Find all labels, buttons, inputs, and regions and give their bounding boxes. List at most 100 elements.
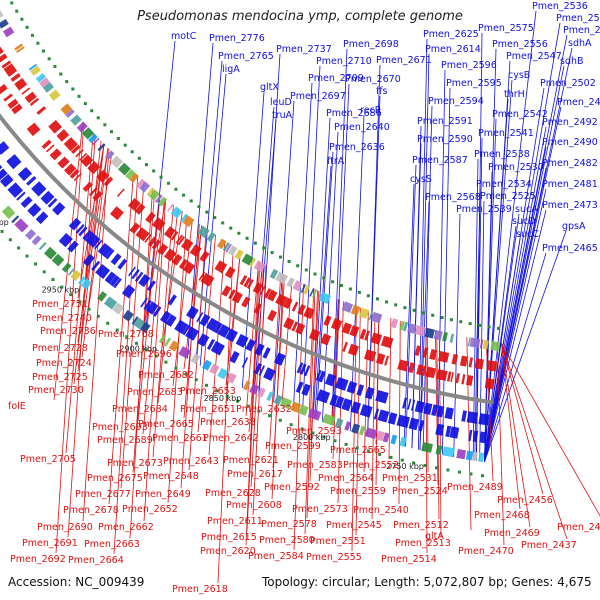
marker-dot (253, 241, 257, 245)
marker-dot (421, 311, 425, 315)
gene-label: Pmen_2575 (478, 23, 534, 34)
gene-feature (143, 299, 152, 311)
gene-feature (131, 269, 140, 280)
gene-label: ftrA (327, 156, 345, 167)
leader-line (55, 122, 85, 554)
leader-line (417, 38, 428, 450)
gene-feature (347, 343, 360, 356)
gene-label: Pmen_2698 (343, 39, 399, 50)
leader-line (496, 342, 505, 546)
gene-feature (170, 206, 183, 219)
gene-feature (465, 375, 474, 386)
gene-label: Pmen_2470 (458, 546, 514, 557)
gene-feature (407, 323, 417, 334)
gene-feature (318, 292, 332, 305)
gene-feature (213, 321, 223, 334)
marker-dot (189, 199, 193, 203)
leader-line (355, 307, 361, 536)
gene-feature (346, 380, 358, 394)
gene-feature (461, 410, 467, 422)
gene-label: Pmen_2690 (37, 522, 93, 533)
leader-line (304, 288, 315, 535)
marker-dot (184, 372, 188, 376)
gene-feature (199, 250, 210, 263)
marker-dot (166, 181, 170, 185)
gene-label: Pmen_2642 (203, 433, 259, 444)
gene-feature (324, 373, 337, 387)
gene-feature (110, 155, 124, 169)
gene-feature (36, 106, 47, 115)
marker-dot (412, 461, 416, 465)
gene-feature (182, 261, 196, 275)
gene-feature (151, 217, 166, 231)
marker-dot (83, 102, 87, 106)
gene-label: thrH (504, 89, 525, 100)
gene-feature (217, 367, 229, 380)
gene-label: Pmen_2636 (329, 142, 385, 153)
marker-dot (30, 33, 34, 37)
gene-feature (425, 366, 437, 379)
marker-dot (174, 366, 178, 370)
marker-dot (205, 210, 209, 214)
gene-feature (239, 275, 248, 286)
gene-feature (180, 213, 188, 223)
gene-feature (1, 205, 16, 220)
gene-feature (110, 206, 124, 221)
gene-feature (20, 196, 33, 209)
marker-dot (51, 278, 55, 282)
gene-feature (436, 369, 448, 381)
gene-feature (329, 394, 339, 407)
marker-dot (204, 383, 208, 387)
gene-label: Pmen_2765 (218, 51, 274, 62)
marker-dot (103, 123, 107, 127)
gene-feature (216, 238, 227, 250)
gene-feature (364, 386, 375, 400)
gene-feature (431, 404, 438, 417)
gene-feature (390, 318, 399, 329)
gene-feature (154, 194, 163, 203)
gene-label: Pmen_2709 (308, 73, 364, 84)
gene-label: Pmen_2649 (135, 489, 191, 500)
marker-dot (182, 193, 186, 197)
gene-feature (17, 167, 33, 182)
leader-line (292, 82, 313, 411)
gene-feature (442, 331, 448, 342)
gene-feature (94, 239, 103, 250)
gene-feature (370, 332, 383, 345)
marker-dot (270, 251, 274, 255)
gene-feature (467, 337, 471, 347)
gene-feature (112, 302, 125, 315)
gene-feature (479, 431, 488, 444)
gene-feature (58, 232, 73, 248)
gene-label: Pmen_2468 (474, 510, 530, 521)
label-leader-lines (53, 10, 600, 584)
gene-label: Pmen_2538 (474, 149, 530, 160)
gene-feature (438, 351, 450, 363)
gene-feature (75, 223, 85, 234)
gene-label: Pmen_2724 (36, 358, 92, 369)
marker-dot (394, 303, 398, 307)
gene-feature (82, 229, 93, 241)
marker-dot (378, 452, 382, 456)
gene-label: Pmen_2638 (200, 417, 256, 428)
gene-feature (178, 258, 188, 270)
gene-label: Pmen_2545 (326, 520, 382, 531)
marker-dot (279, 255, 283, 259)
marker-dot (289, 423, 293, 427)
marker-dot (110, 130, 114, 134)
gene-feature (56, 129, 70, 142)
gene-feature (323, 315, 332, 327)
gene-feature (28, 63, 38, 71)
leader-line (484, 252, 547, 462)
marker-dot (431, 313, 435, 317)
gene-label: Pmen_2587 (412, 155, 468, 166)
gene-feature (364, 330, 370, 341)
gene-feature (104, 150, 115, 161)
gene-label: Pmen_2663 (84, 539, 140, 550)
gene-feature (450, 372, 454, 383)
gene-feature (168, 340, 180, 352)
gene-feature (82, 253, 95, 267)
gene-feature (24, 91, 37, 104)
gene-feature (206, 317, 219, 332)
